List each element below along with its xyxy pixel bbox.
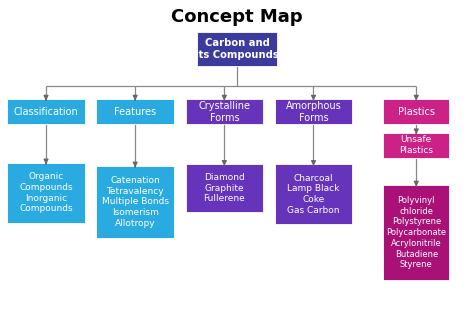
Text: Charcoal
Lamp Black
Coke
Gas Carbon: Charcoal Lamp Black Coke Gas Carbon [287, 174, 340, 215]
Text: Polyvinyl
chloride
Polystyrene
Polycarbonate
Acrylonitrile
Butadiene
Styrene: Polyvinyl chloride Polystyrene Polycarbo… [386, 196, 447, 269]
Text: Features: Features [114, 107, 156, 117]
FancyBboxPatch shape [96, 166, 174, 238]
Text: Unsafe
Plastics: Unsafe Plastics [399, 135, 433, 155]
Text: Amorphous
Forms: Amorphous Forms [286, 101, 341, 123]
FancyBboxPatch shape [383, 133, 449, 158]
Text: Diamond
Graphite
Fullerene: Diamond Graphite Fullerene [203, 173, 245, 203]
Text: Concept Map: Concept Map [171, 8, 303, 26]
FancyBboxPatch shape [275, 99, 352, 124]
Text: Plastics: Plastics [398, 107, 435, 117]
FancyBboxPatch shape [7, 163, 85, 222]
Text: Catenation
Tetravalency
Multiple Bonds
Isomerism
Allotropy: Catenation Tetravalency Multiple Bonds I… [101, 176, 169, 228]
FancyBboxPatch shape [383, 99, 449, 124]
FancyBboxPatch shape [7, 99, 85, 124]
FancyBboxPatch shape [383, 185, 449, 280]
Text: Carbon and
Its Compounds: Carbon and Its Compounds [195, 38, 279, 60]
FancyBboxPatch shape [186, 164, 263, 212]
FancyBboxPatch shape [197, 32, 277, 66]
Text: Crystalline
Forms: Crystalline Forms [198, 101, 250, 123]
Text: Classification: Classification [14, 107, 78, 117]
FancyBboxPatch shape [186, 99, 263, 124]
FancyBboxPatch shape [96, 99, 174, 124]
FancyBboxPatch shape [275, 164, 352, 224]
Text: Organic
Compounds
Inorganic
Compounds: Organic Compounds Inorganic Compounds [19, 172, 73, 213]
